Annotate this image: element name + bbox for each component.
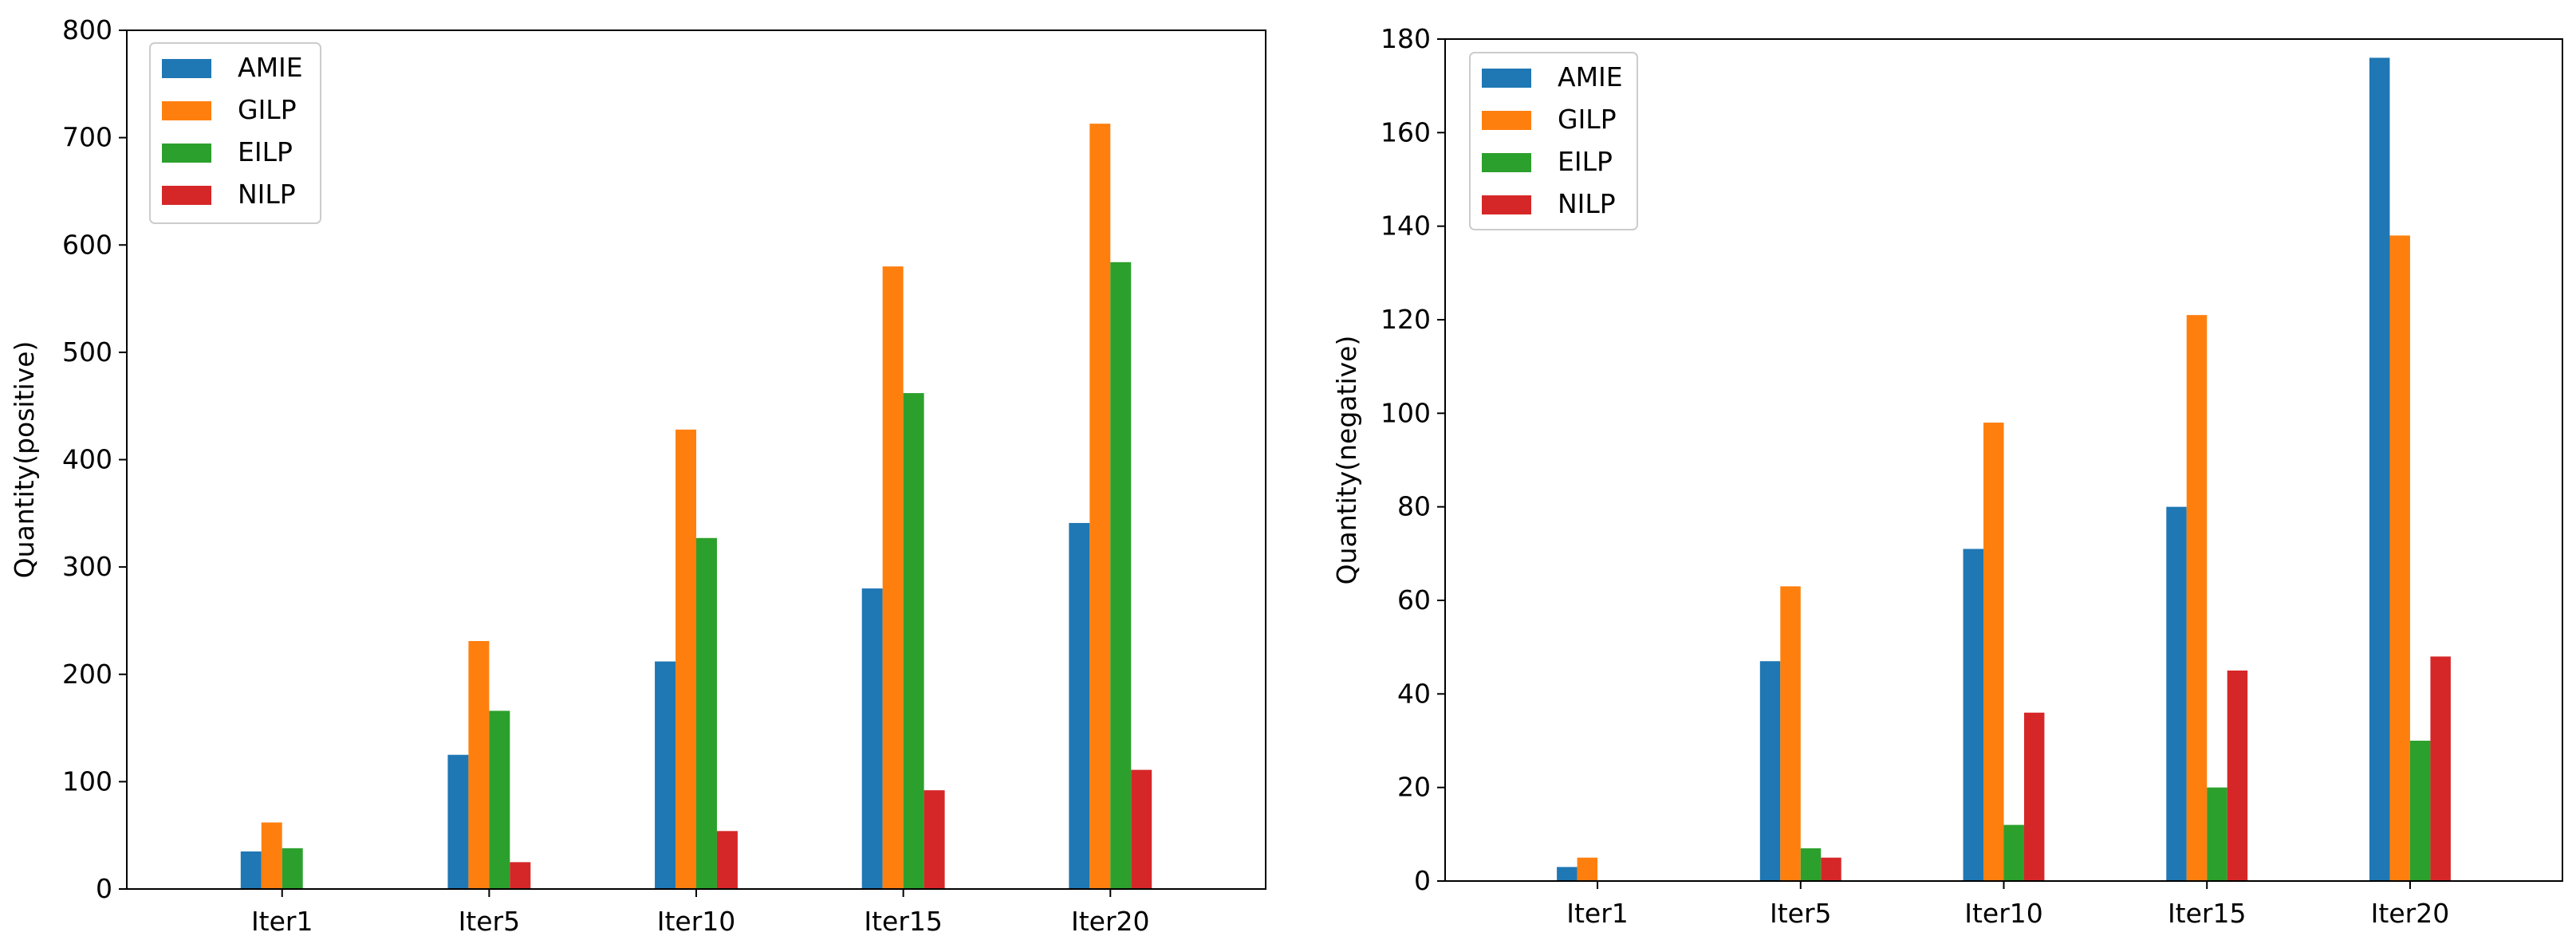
y-tick-label: 500 — [62, 336, 112, 368]
legend-swatch-gilp — [162, 101, 211, 120]
legend-label-eilp: EILP — [238, 136, 293, 167]
chart-2: 0 20 40 60 80 100 120 140 160 180 Iter1 Iter5 Iter10… — [1331, 23, 2563, 929]
x-tick-label: Iter15 — [864, 906, 943, 937]
y-tick-label: 400 — [62, 444, 112, 475]
x-tick-label: Iter1 — [251, 906, 313, 937]
legend-box — [1469, 52, 1638, 230]
bar-eilp-iter10 — [696, 537, 717, 889]
bar-eilp-iter15 — [2207, 787, 2227, 881]
bar-nilp-iter10 — [716, 831, 738, 889]
bar-amie-iter10 — [655, 661, 676, 889]
bar-gilp-iter15 — [882, 266, 904, 889]
legend-swatch-amie — [1482, 69, 1531, 88]
legend-swatch-nilp — [162, 186, 211, 205]
y-tick-label: 800 — [62, 14, 112, 45]
bar-gilp-iter5 — [1780, 586, 1801, 881]
bar-eilp-iter1 — [282, 848, 303, 889]
legend-box — [149, 42, 321, 224]
bar-eilp-iter15 — [903, 393, 924, 890]
y-tick-label: 60 — [1397, 584, 1431, 616]
y-tick-label: 600 — [62, 229, 112, 260]
y-tick-label: 0 — [96, 873, 112, 904]
y-tick-label: 40 — [1397, 678, 1431, 709]
x-axis: Iter1 Iter5 Iter10 Iter15 Iter20 — [1566, 881, 2449, 929]
bar-eilp-iter5 — [1800, 848, 1822, 881]
y-axis: 0 20 40 60 80 100 120 140 160 180 — [1381, 23, 1445, 896]
y-tick-label: 200 — [62, 659, 112, 690]
legend-swatch-eilp — [1482, 153, 1531, 172]
bar-gilp-iter15 — [2186, 315, 2208, 882]
bar-amie-iter15 — [2166, 506, 2187, 881]
x-tick-label: Iter20 — [2371, 898, 2450, 929]
y-tick-label: 100 — [62, 765, 112, 797]
y-tick-label: 20 — [1397, 772, 1431, 803]
legend-swatch-gilp — [1482, 111, 1531, 130]
bar-amie-iter5 — [447, 754, 469, 889]
legend: AMIE GILP EILP NILP — [1469, 52, 1638, 230]
y-tick-label: 100 — [1381, 397, 1431, 428]
x-tick-label: Iter10 — [657, 906, 736, 937]
y-tick-label: 120 — [1381, 304, 1431, 335]
y-tick-label: 80 — [1397, 491, 1431, 522]
bar-amie-iter1 — [240, 851, 262, 889]
x-tick-label: Iter15 — [2168, 898, 2247, 929]
y-axis: 0 100 200 300 400 500 600 700 800 — [62, 14, 127, 904]
bar-gilp-iter10 — [676, 429, 696, 889]
legend-label-amie: AMIE — [238, 52, 303, 83]
legend-swatch-eilp — [162, 144, 211, 163]
x-tick-label: Iter5 — [1770, 898, 1832, 929]
bar-amie-iter1 — [1557, 867, 1578, 881]
x-tick-label: Iter10 — [1964, 898, 2043, 929]
y-tick-label: 140 — [1381, 210, 1431, 242]
bar-amie-iter10 — [1963, 549, 1984, 881]
bar-eilp-iter20 — [2409, 741, 2431, 881]
bar-nilp-iter15 — [924, 790, 945, 889]
bar-amie-iter20 — [1069, 522, 1090, 889]
bar-gilp-iter1 — [1577, 857, 1598, 881]
y-tick-label: 0 — [1414, 865, 1431, 896]
bar-amie-iter15 — [861, 588, 883, 889]
legend-label-gilp: GILP — [1558, 104, 1617, 135]
x-tick-label: Iter5 — [459, 906, 521, 937]
legend-swatch-nilp — [1482, 195, 1531, 214]
y-axis-title: Quantity(negative) — [1331, 336, 1362, 585]
bar-amie-iter20 — [2369, 57, 2390, 881]
bar-gilp-iter1 — [261, 822, 282, 889]
y-tick-label: 160 — [1381, 116, 1431, 148]
bar-amie-iter5 — [1759, 661, 1781, 881]
bar-nilp-iter20 — [1131, 769, 1152, 889]
y-tick-label: 180 — [1381, 23, 1431, 54]
bar-gilp-iter20 — [2389, 235, 2410, 881]
legend-label-amie: AMIE — [1558, 61, 1623, 92]
bar-nilp-iter10 — [2023, 712, 2045, 881]
bar-nilp-iter20 — [2430, 656, 2451, 881]
bar-gilp-iter10 — [1983, 423, 2004, 881]
y-tick-label: 300 — [62, 551, 112, 582]
legend: AMIE GILP EILP NILP — [149, 42, 321, 224]
y-axis-title: Quantity(positive) — [9, 341, 40, 579]
x-tick-label: Iter20 — [1071, 906, 1150, 937]
bar-nilp-iter15 — [2227, 671, 2248, 881]
legend-label-nilp: NILP — [238, 179, 296, 210]
y-tick-label: 700 — [62, 122, 112, 153]
bar-nilp-iter5 — [510, 862, 531, 889]
bars — [240, 124, 1152, 890]
bar-gilp-iter20 — [1089, 124, 1111, 889]
bar-eilp-iter5 — [489, 710, 510, 889]
legend-label-gilp: GILP — [238, 94, 297, 125]
bar-eilp-iter10 — [2003, 824, 2024, 881]
legend-swatch-amie — [162, 59, 211, 78]
bar-gilp-iter5 — [468, 641, 490, 889]
legend-label-eilp: EILP — [1558, 146, 1613, 177]
bar-nilp-iter5 — [1821, 857, 1841, 881]
legend-label-nilp: NILP — [1558, 188, 1616, 219]
bars — [1557, 57, 2451, 882]
bar-eilp-iter20 — [1110, 262, 1132, 889]
x-axis: Iter1 Iter5 Iter10 Iter15 Iter20 — [251, 889, 1150, 937]
x-tick-label: Iter1 — [1566, 898, 1629, 929]
